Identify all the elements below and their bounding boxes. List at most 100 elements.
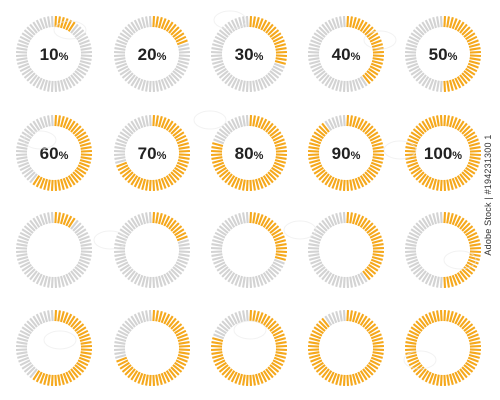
gauge-tick-filled [369,329,381,337]
gauge-tick-empty [213,39,225,46]
gauge-tick-filled [357,19,365,31]
gauge-tick-empty [16,146,28,150]
gauge-percent-label: 90% [332,144,361,163]
gauge-tick-filled [174,32,185,41]
gauge-tick-filled [155,115,159,127]
gauge-tick-filled [359,120,368,131]
gauge-tick-empty [238,275,244,287]
gauge-tick-filled [245,179,249,192]
gauge-tick-filled [54,309,58,322]
gauge-tick-empty [234,117,241,129]
gauge-tick-empty [32,76,41,87]
gauge-tick-filled [370,235,382,242]
gauge-tick-filled [269,364,280,373]
gauge-tick-empty [224,317,233,328]
gauge-5: 60% [15,114,93,192]
gauge-tick-filled [174,166,185,175]
gauge-tick-filled [359,217,368,228]
gauge-11 [113,211,191,289]
gauge-tick-filled [275,146,287,150]
gauge-tick-empty [80,47,92,51]
gauge-tick-filled [175,164,187,172]
gauge-tick-empty [412,29,423,38]
gauge-tick-filled [39,372,46,384]
gauge-tick-filled [354,18,361,30]
gauge-tick-filled [148,374,152,387]
gauge-tick-filled [176,356,188,363]
gauge-tick-empty [16,243,28,247]
gauge-tick-empty [260,273,268,285]
gauge-tick-empty [249,276,253,289]
gauge-tick-empty [252,276,256,288]
gauge-tick-empty [17,158,29,164]
gauge-tick-filled [357,118,365,130]
gauge-tick-empty [218,70,229,79]
gauge-tick-filled [439,114,443,127]
gauge-tick-empty [342,15,346,28]
gauge-tick-filled [342,374,346,387]
gauge-tick-filled [265,173,274,184]
gauge-tick-empty [307,250,320,254]
gauge-tick-empty [18,161,30,168]
gauge-tick-filled [456,21,465,32]
gauge-tick-filled [468,255,480,261]
gauge-tick-filled [221,171,231,181]
gauge-tick-filled [249,179,253,192]
gauge-tick-empty [117,35,129,43]
gauge-tick-empty [15,149,28,153]
gauge-tick-filled [155,212,159,224]
gauge-tick-filled [267,366,277,376]
gauge-tick-empty [80,54,93,58]
gauge-tick-empty [116,39,128,46]
gauge-tick-empty [210,246,223,250]
gauge-tick-empty [342,211,346,224]
gauge-tick-empty [127,122,136,133]
gauge-tick-empty [405,243,417,247]
gauge-tick-filled [407,161,419,168]
gauge-tick-empty [432,275,438,287]
gauge-tick-empty [124,268,134,278]
gauge-4: 50% [404,15,482,93]
gauge-tick-empty [408,65,420,73]
gauge-tick-filled [273,356,285,363]
gauge-tick-filled [446,115,450,127]
gauge-tick-filled [175,35,187,43]
gauge-tick-filled [371,43,383,49]
gauge-tick-empty [78,235,90,242]
gauge-tick-filled [310,333,322,340]
gauge-tick-empty [155,276,159,288]
gauge-tick-filled [372,253,384,257]
gauge-tick-empty [145,115,149,127]
gauge-tick-filled [160,18,167,30]
gauge-tick-filled [74,323,85,332]
gauge-tick-empty [439,211,443,224]
gauge-tick-empty [115,158,127,164]
gauge-tick-filled [307,344,320,348]
gauge-tick-filled [308,146,320,150]
gauge-tick-empty [21,326,32,335]
gauge-tick-filled [175,134,187,142]
gauge-tick-filled [152,309,156,322]
gauge-tick-filled [421,370,430,381]
gauge-tick-filled [415,171,425,181]
gauge-tick-empty [406,239,418,245]
gauge-2: 30% [210,15,288,93]
gauge-tick-empty [35,313,43,325]
gauge-tick-empty [351,275,357,287]
gauge-tick-filled [152,211,156,224]
gauge-tick-filled [310,138,322,145]
gauge-tick-empty [178,246,191,250]
gauge-tick-filled [446,276,450,288]
gauge-7: 80% [210,114,288,192]
gauge-tick-empty [310,39,322,46]
gauge-tick-filled [436,115,440,127]
gauge-tick-filled [175,329,187,337]
gauge-tick-filled [424,313,432,325]
gauge-tick-filled [463,225,474,234]
gauge-tick-empty [234,78,241,90]
gauge-tick-filled [368,131,379,140]
gauge-tick-filled [454,313,462,325]
gauge-tick-empty [23,364,34,373]
gauge-tick-filled [80,351,92,355]
gauge-tick-empty [238,116,244,128]
